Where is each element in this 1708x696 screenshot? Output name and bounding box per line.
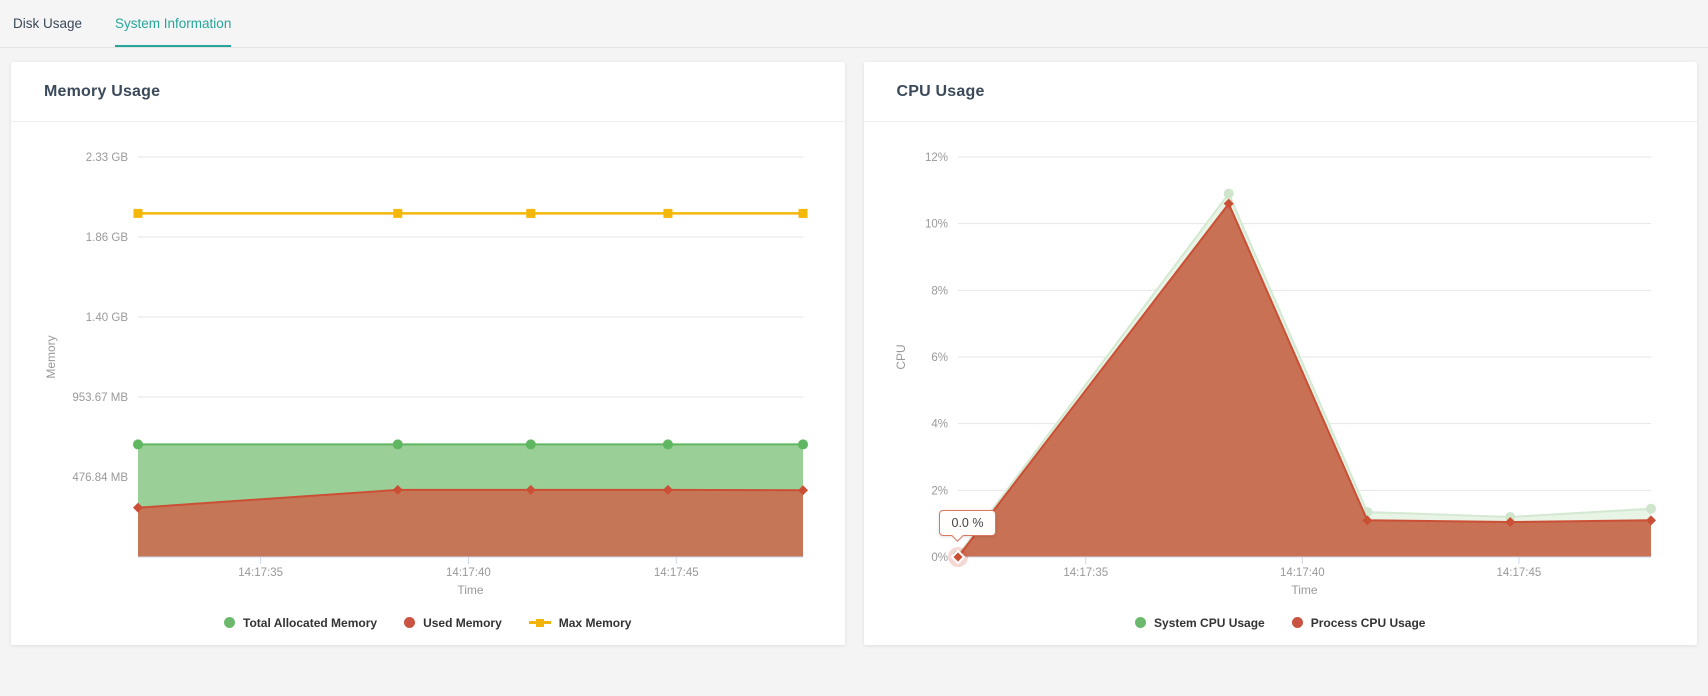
cpu-usage-chart[interactable]: 0% 2% 4% 6% 8% 10% 12% 14:17:35 14:17:40 14:17:45…	[864, 122, 1697, 600]
series-area-1	[138, 489, 803, 557]
x-tick-label: 14:17:40	[1279, 567, 1324, 579]
tab-bar: Disk Usage System Information	[0, 0, 1708, 48]
data-point-diamond[interactable]	[392, 484, 403, 495]
x-tick-label: 14:17:45	[1496, 567, 1541, 579]
y-tick-label: 476.84 MB	[72, 472, 128, 484]
legend-dot-icon	[1135, 617, 1147, 628]
y-tick-label: 8%	[931, 285, 948, 297]
y-axis-title: CPU	[894, 344, 908, 369]
legend-label: Used Memory	[423, 615, 502, 630]
data-point-diamond[interactable]	[1223, 198, 1234, 209]
y-tick-label: 12%	[924, 152, 947, 164]
data-point-square[interactable]	[393, 208, 403, 218]
x-tick-label: 14:17:35	[1063, 567, 1108, 579]
x-axis-title: Time	[457, 583, 484, 597]
y-tick-label: 2%	[931, 485, 948, 497]
y-tick-label: 1.40 GB	[86, 312, 129, 324]
y-tick-label: 10%	[924, 219, 947, 231]
legend-line-square-icon	[528, 618, 551, 627]
cpu-chart-body: 0% 2% 4% 6% 8% 10% 12% 14:17:35 14:17:40 14:17:45…	[864, 122, 1698, 645]
data-point-circle[interactable]	[392, 439, 403, 450]
card-title: CPU Usage	[896, 82, 985, 100]
chart-tooltip: 0.0 %	[938, 510, 997, 542]
y-axis-title: Memory	[44, 335, 58, 378]
x-axis-title: Time	[1291, 583, 1318, 597]
legend-dot-icon	[404, 617, 416, 628]
memory-chart-legend: Total Allocated Memory Used Memory Max Mem…	[11, 600, 845, 645]
data-point-square[interactable]	[798, 208, 808, 218]
legend-dot-icon	[1291, 617, 1303, 628]
legend-label: System CPU Usage	[1154, 615, 1265, 630]
dashboard-content: Memory Usage 476.84 MB 953.67 MB 1.40 GB 1.…	[0, 48, 1708, 645]
memory-chart-body: 476.84 MB 953.67 MB 1.40 GB 1.86 GB 2.33 GB 1…	[11, 122, 845, 645]
series-area-1	[957, 203, 1651, 557]
card-header: CPU Usage	[863, 62, 1697, 122]
legend-item[interactable]: System CPU Usage	[1135, 616, 1265, 630]
tab-disk-usage[interactable]: Disk Usage	[13, 16, 83, 31]
data-point-circle[interactable]	[133, 439, 143, 450]
legend-item[interactable]: Used Memory	[404, 616, 502, 630]
x-tick-label: 14:17:35	[238, 567, 283, 579]
data-point-diamond[interactable]	[1645, 515, 1656, 526]
highlight-point[interactable]	[950, 549, 965, 565]
data-point-square[interactable]	[133, 208, 143, 218]
y-tick-label: 1.86 GB	[86, 232, 129, 244]
y-tick-label: 4%	[931, 419, 948, 431]
memory-usage-chart[interactable]: 476.84 MB 953.67 MB 1.40 GB 1.86 GB 2.33 GB 1…	[11, 122, 845, 600]
data-point-diamond[interactable]	[798, 485, 808, 496]
data-point-diamond[interactable]	[662, 484, 673, 495]
legend-item[interactable]: Total Allocated Memory	[224, 616, 377, 630]
data-point-square[interactable]	[663, 208, 673, 218]
legend-item[interactable]: Process CPU Usage	[1291, 615, 1426, 630]
legend-square-icon	[535, 618, 544, 627]
card-header: Memory Usage	[11, 62, 845, 122]
y-tick-label: 0%	[931, 552, 948, 564]
card-title: Memory Usage	[44, 82, 161, 100]
legend-label: Total Allocated Memory	[243, 615, 378, 630]
data-point-diamond[interactable]	[1504, 517, 1515, 527]
data-point-circle[interactable]	[1223, 188, 1234, 199]
y-tick-label: 953.67 MB	[72, 392, 128, 404]
data-point-circle[interactable]	[798, 439, 808, 450]
y-tick-label: 2.33 GB	[86, 152, 129, 164]
x-tick-label: 14:17:45	[654, 567, 699, 579]
data-point-circle[interactable]	[525, 439, 536, 450]
cpu-chart-legend: System CPU Usage Process CPU Usage	[864, 600, 1698, 645]
y-tick-label: 6%	[931, 352, 948, 364]
legend-label: Process CPU Usage	[1310, 615, 1426, 630]
legend-label: Max Memory	[558, 615, 632, 630]
data-point-circle[interactable]	[662, 439, 673, 450]
legend-item[interactable]: Max Memory	[528, 615, 632, 630]
x-tick-label: 14:17:40	[446, 567, 491, 579]
tab-system-information[interactable]: System Information	[115, 0, 232, 47]
cpu-usage-card: CPU Usage 0% 2% 4% 6% 8% 10% 12% 14:17:35 14:17:…	[863, 62, 1698, 645]
data-point-diamond[interactable]	[525, 484, 536, 495]
data-point-diamond[interactable]	[1361, 515, 1372, 526]
data-point-diamond[interactable]	[133, 502, 143, 513]
tooltip-value: 0.0 %	[951, 516, 984, 530]
memory-usage-card: Memory Usage 476.84 MB 953.67 MB 1.40 GB 1.…	[11, 62, 845, 645]
data-point-circle[interactable]	[1645, 503, 1656, 514]
data-point-square[interactable]	[526, 208, 536, 218]
legend-dot-icon	[224, 617, 236, 628]
